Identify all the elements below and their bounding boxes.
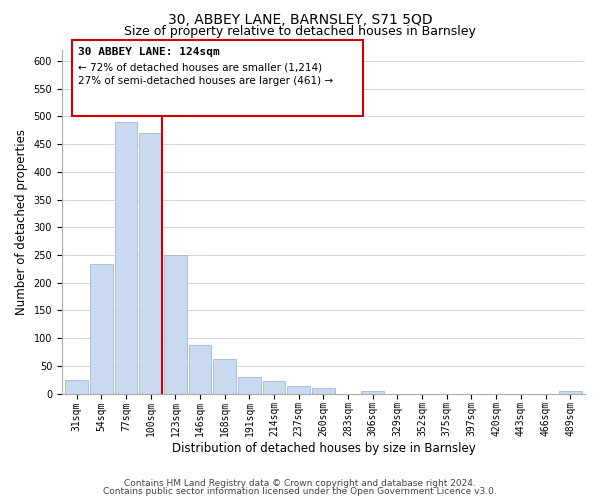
Bar <box>65 380 88 394</box>
Bar <box>287 386 310 394</box>
FancyBboxPatch shape <box>73 40 362 117</box>
Text: 30, ABBEY LANE, BARNSLEY, S71 5QD: 30, ABBEY LANE, BARNSLEY, S71 5QD <box>167 12 433 26</box>
Text: ← 72% of detached houses are smaller (1,214): ← 72% of detached houses are smaller (1,… <box>77 62 322 72</box>
Bar <box>559 391 581 394</box>
Bar <box>90 264 113 394</box>
Bar <box>164 255 187 394</box>
Y-axis label: Number of detached properties: Number of detached properties <box>15 129 28 315</box>
Bar <box>139 133 162 394</box>
Bar <box>238 377 261 394</box>
Bar <box>263 382 286 394</box>
Bar <box>312 388 335 394</box>
Text: Contains HM Land Registry data © Crown copyright and database right 2024.: Contains HM Land Registry data © Crown c… <box>124 478 476 488</box>
Text: 30 ABBEY LANE: 124sqm: 30 ABBEY LANE: 124sqm <box>77 46 220 56</box>
X-axis label: Distribution of detached houses by size in Barnsley: Distribution of detached houses by size … <box>172 442 475 455</box>
Bar <box>189 345 211 394</box>
Text: 27% of semi-detached houses are larger (461) →: 27% of semi-detached houses are larger (… <box>77 76 333 86</box>
Bar <box>214 358 236 394</box>
Text: Contains public sector information licensed under the Open Government Licence v3: Contains public sector information licen… <box>103 487 497 496</box>
Text: Size of property relative to detached houses in Barnsley: Size of property relative to detached ho… <box>124 25 476 38</box>
Bar <box>361 391 384 394</box>
Bar <box>115 122 137 394</box>
